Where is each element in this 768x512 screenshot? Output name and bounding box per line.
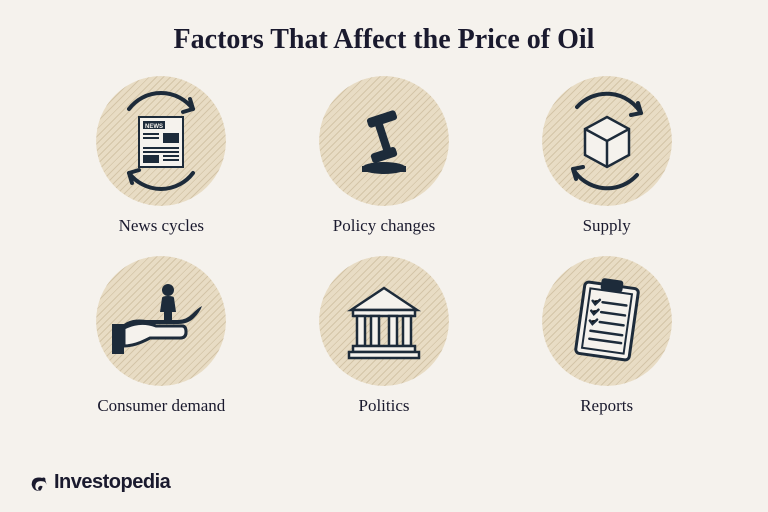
factor-label: Consumer demand [97,396,225,416]
factor-circle [319,76,449,206]
factor-circle [542,76,672,206]
hand-person-icon [96,256,226,386]
factor-label: Politics [358,396,409,416]
factor-reports: Reports [515,256,698,416]
factor-label: Supply [583,216,631,236]
factor-circle: NEWS [96,76,226,206]
factor-label: News cycles [119,216,204,236]
factor-circle [96,256,226,386]
factor-label: Policy changes [333,216,435,236]
newspaper-cycle-icon: NEWS [96,76,226,206]
factor-supply: Supply [515,76,698,236]
factor-circle [319,256,449,386]
factors-grid: NEWS News cycles [0,66,768,416]
factor-circle [542,256,672,386]
page-title: Factors That Affect the Price of Oil [0,0,768,66]
investopedia-swirl-icon [28,472,50,494]
factor-consumer-demand: Consumer demand [70,256,253,416]
box-cycle-icon [542,76,672,206]
building-columns-icon [319,256,449,386]
brand-logo: Investopedia [28,471,170,494]
factor-news-cycles: NEWS News cycles [70,76,253,236]
clipboard-icon [542,256,672,386]
svg-text:NEWS: NEWS [145,124,163,130]
factor-label: Reports [580,396,633,416]
brand-name: Investopedia [54,471,170,494]
factor-policy-changes: Policy changes [293,76,476,236]
gavel-icon [319,76,449,206]
factor-politics: Politics [293,256,476,416]
